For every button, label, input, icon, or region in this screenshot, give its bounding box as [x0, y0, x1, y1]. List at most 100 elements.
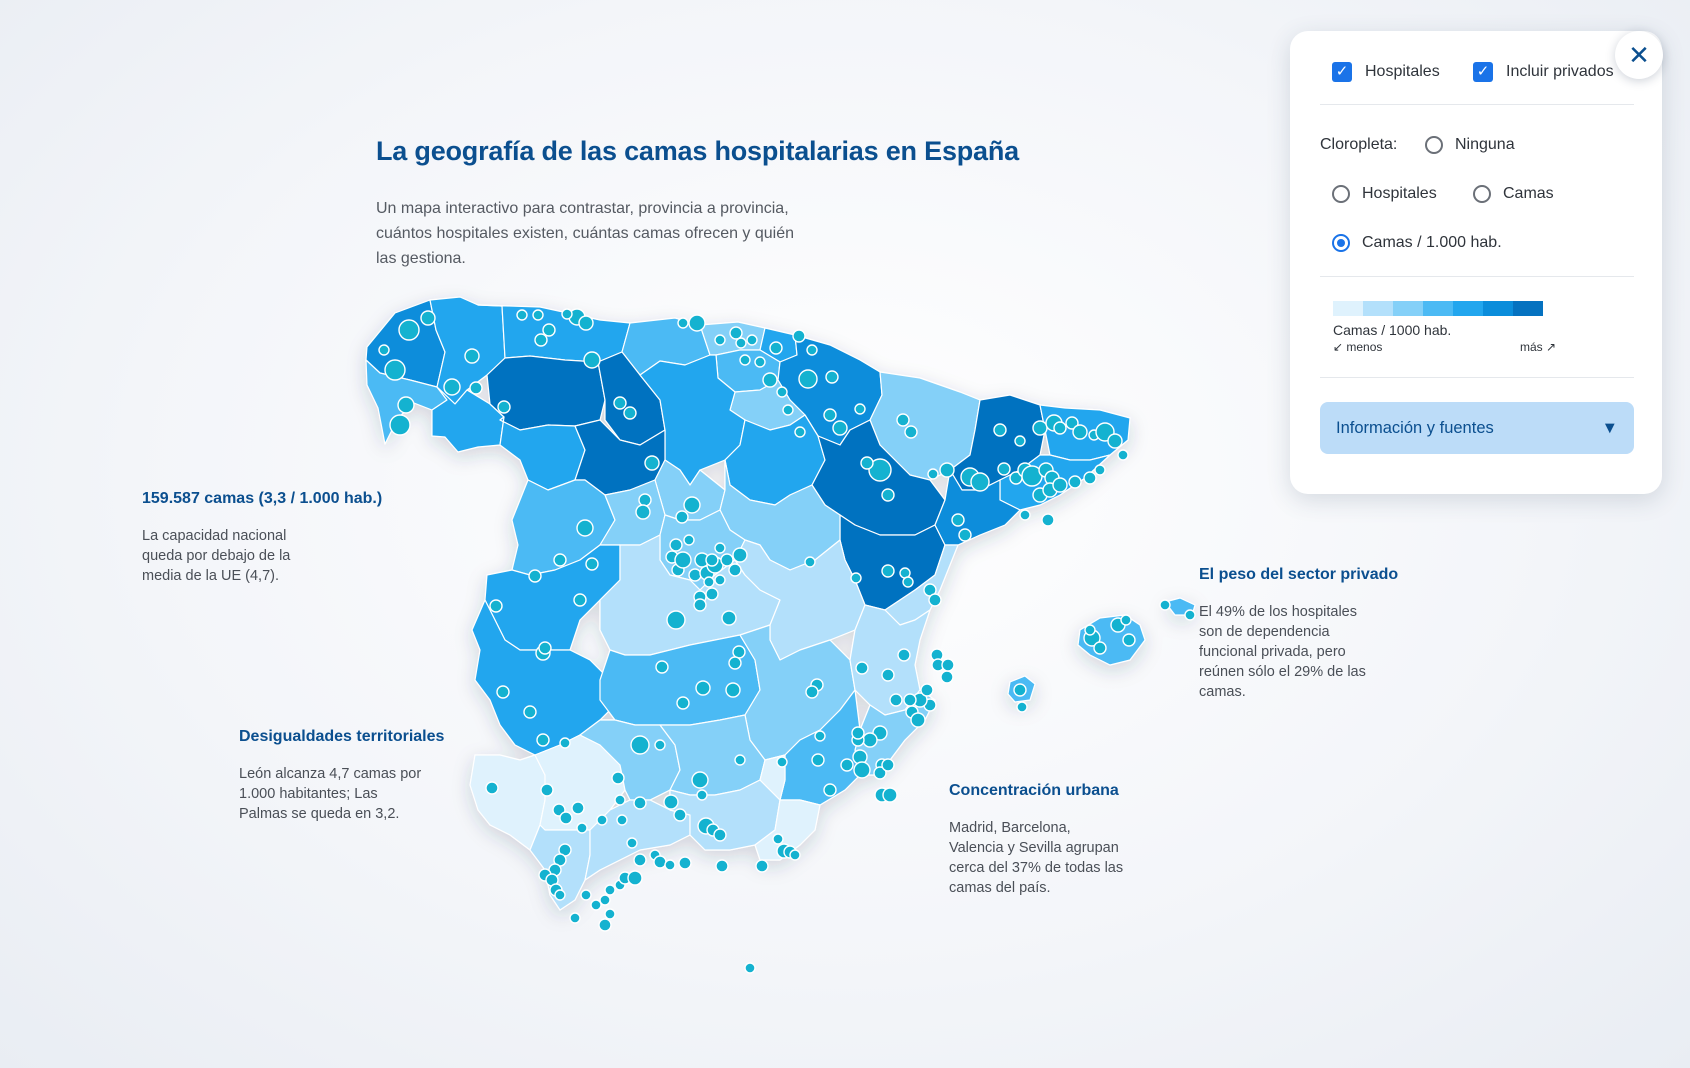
hospitals-checkbox[interactable]: ✓ Hospitales [1332, 62, 1440, 82]
hospital-marker[interactable] [397, 396, 415, 414]
hospital-marker[interactable] [695, 680, 711, 696]
hospital-marker[interactable] [860, 456, 874, 470]
hospital-marker[interactable] [389, 414, 411, 436]
hospital-marker[interactable] [569, 912, 581, 924]
hospital-marker[interactable] [1053, 421, 1067, 435]
hospital-marker[interactable] [1014, 435, 1026, 447]
hospital-marker[interactable] [703, 576, 715, 588]
hospital-marker[interactable] [571, 801, 585, 815]
hospital-marker[interactable] [881, 488, 895, 502]
hospital-marker[interactable] [598, 918, 612, 932]
hospital-marker[interactable] [993, 423, 1007, 437]
hospital-marker[interactable] [561, 308, 573, 320]
hospital-marker[interactable] [910, 712, 926, 728]
hospital-marker[interactable] [814, 730, 826, 742]
province-ourense[interactable] [431, 386, 505, 453]
hospital-marker[interactable] [782, 404, 794, 416]
hospital-marker[interactable] [630, 735, 650, 755]
hospital-marker[interactable] [881, 758, 895, 772]
hospital-marker[interactable] [677, 317, 689, 329]
hospital-marker[interactable] [627, 870, 643, 886]
hospital-marker[interactable] [583, 351, 601, 369]
hospital-marker[interactable] [554, 889, 566, 901]
hospital-marker[interactable] [713, 828, 727, 842]
hospital-marker[interactable] [755, 859, 769, 873]
hospital-marker[interactable] [496, 685, 510, 699]
hospital-marker[interactable] [851, 726, 865, 740]
hospital-marker[interactable] [663, 794, 679, 810]
hospital-marker[interactable] [728, 563, 742, 577]
hospital-marker[interactable] [497, 400, 511, 414]
hospital-marker[interactable] [951, 513, 965, 527]
hospital-marker[interactable] [596, 814, 608, 826]
hospital-marker[interactable] [854, 403, 866, 415]
hospital-marker[interactable] [927, 468, 939, 480]
hospital-marker[interactable] [528, 569, 542, 583]
hospital-marker[interactable] [655, 660, 669, 674]
hospital-marker[interactable] [789, 849, 801, 861]
hospital-marker[interactable] [805, 685, 819, 699]
hospital-marker[interactable] [970, 472, 990, 492]
hospital-marker[interactable] [732, 547, 748, 563]
hospital-marker[interactable] [688, 568, 702, 582]
hospital-marker[interactable] [804, 556, 816, 568]
hospital-marker[interactable] [542, 323, 556, 337]
hospital-marker[interactable] [825, 370, 839, 384]
hospital-marker[interactable] [1117, 449, 1129, 461]
radio-hospitales[interactable]: Hospitales [1332, 185, 1437, 203]
hospital-marker[interactable] [762, 372, 778, 388]
hospital-marker[interactable] [792, 329, 806, 343]
hospital-marker[interactable] [732, 645, 746, 659]
hospital-marker[interactable] [559, 811, 573, 825]
hospital-marker[interactable] [599, 894, 611, 906]
hospital-marker[interactable] [613, 396, 627, 410]
hospital-marker[interactable] [873, 766, 887, 780]
hospital-marker[interactable] [941, 658, 955, 672]
hospital-marker[interactable] [638, 493, 652, 507]
hospital-marker[interactable] [1072, 424, 1088, 440]
hospital-marker[interactable] [855, 661, 869, 675]
hospital-marker[interactable] [1120, 614, 1132, 626]
hospital-marker[interactable] [798, 369, 818, 389]
hospital-marker[interactable] [1068, 475, 1082, 489]
hospital-marker[interactable] [806, 344, 818, 356]
hospital-marker[interactable] [735, 337, 747, 349]
info-sources-button[interactable]: Información y fuentes ▼ [1320, 402, 1634, 454]
hospital-marker[interactable] [794, 426, 806, 438]
hospital-marker[interactable] [578, 315, 594, 331]
hospital-marker[interactable] [1041, 513, 1055, 527]
hospital-marker[interactable] [902, 576, 914, 588]
hospital-marker[interactable] [705, 553, 719, 567]
hospital-marker[interactable] [769, 341, 783, 355]
hospital-marker[interactable] [573, 593, 587, 607]
close-panel-button[interactable]: ✕ [1615, 31, 1663, 79]
hospital-marker[interactable] [611, 771, 625, 785]
hospital-marker[interactable] [715, 859, 729, 873]
hospital-marker[interactable] [853, 761, 871, 779]
province-valencia[interactable] [849, 604, 931, 716]
hospital-marker[interactable] [903, 693, 917, 707]
hospital-marker[interactable] [688, 314, 706, 332]
hospital-marker[interactable] [384, 359, 406, 381]
radio-camas[interactable]: Camas [1473, 185, 1554, 203]
hospital-marker[interactable] [714, 574, 726, 586]
hospital-marker[interactable] [673, 808, 687, 822]
hospital-marker[interactable] [904, 425, 918, 439]
hospital-marker[interactable] [464, 348, 480, 364]
hospital-marker[interactable] [1107, 433, 1123, 449]
province-zamora[interactable] [499, 416, 586, 491]
hospital-marker[interactable] [1019, 509, 1031, 521]
hospital-marker[interactable] [714, 334, 726, 346]
hospital-marker[interactable] [928, 593, 942, 607]
hospital-marker[interactable] [469, 381, 483, 395]
private-checkbox[interactable]: ✓ Incluir privados [1473, 62, 1614, 82]
hospital-marker[interactable] [559, 737, 571, 749]
radio-ninguna[interactable]: Ninguna [1425, 136, 1515, 154]
hospital-marker[interactable] [897, 648, 911, 662]
hospital-marker[interactable] [850, 572, 862, 584]
hospital-marker[interactable] [1084, 624, 1096, 636]
hospital-marker[interactable] [832, 420, 848, 436]
province-huelva[interactable] [469, 754, 546, 851]
hospital-marker[interactable] [666, 610, 686, 630]
